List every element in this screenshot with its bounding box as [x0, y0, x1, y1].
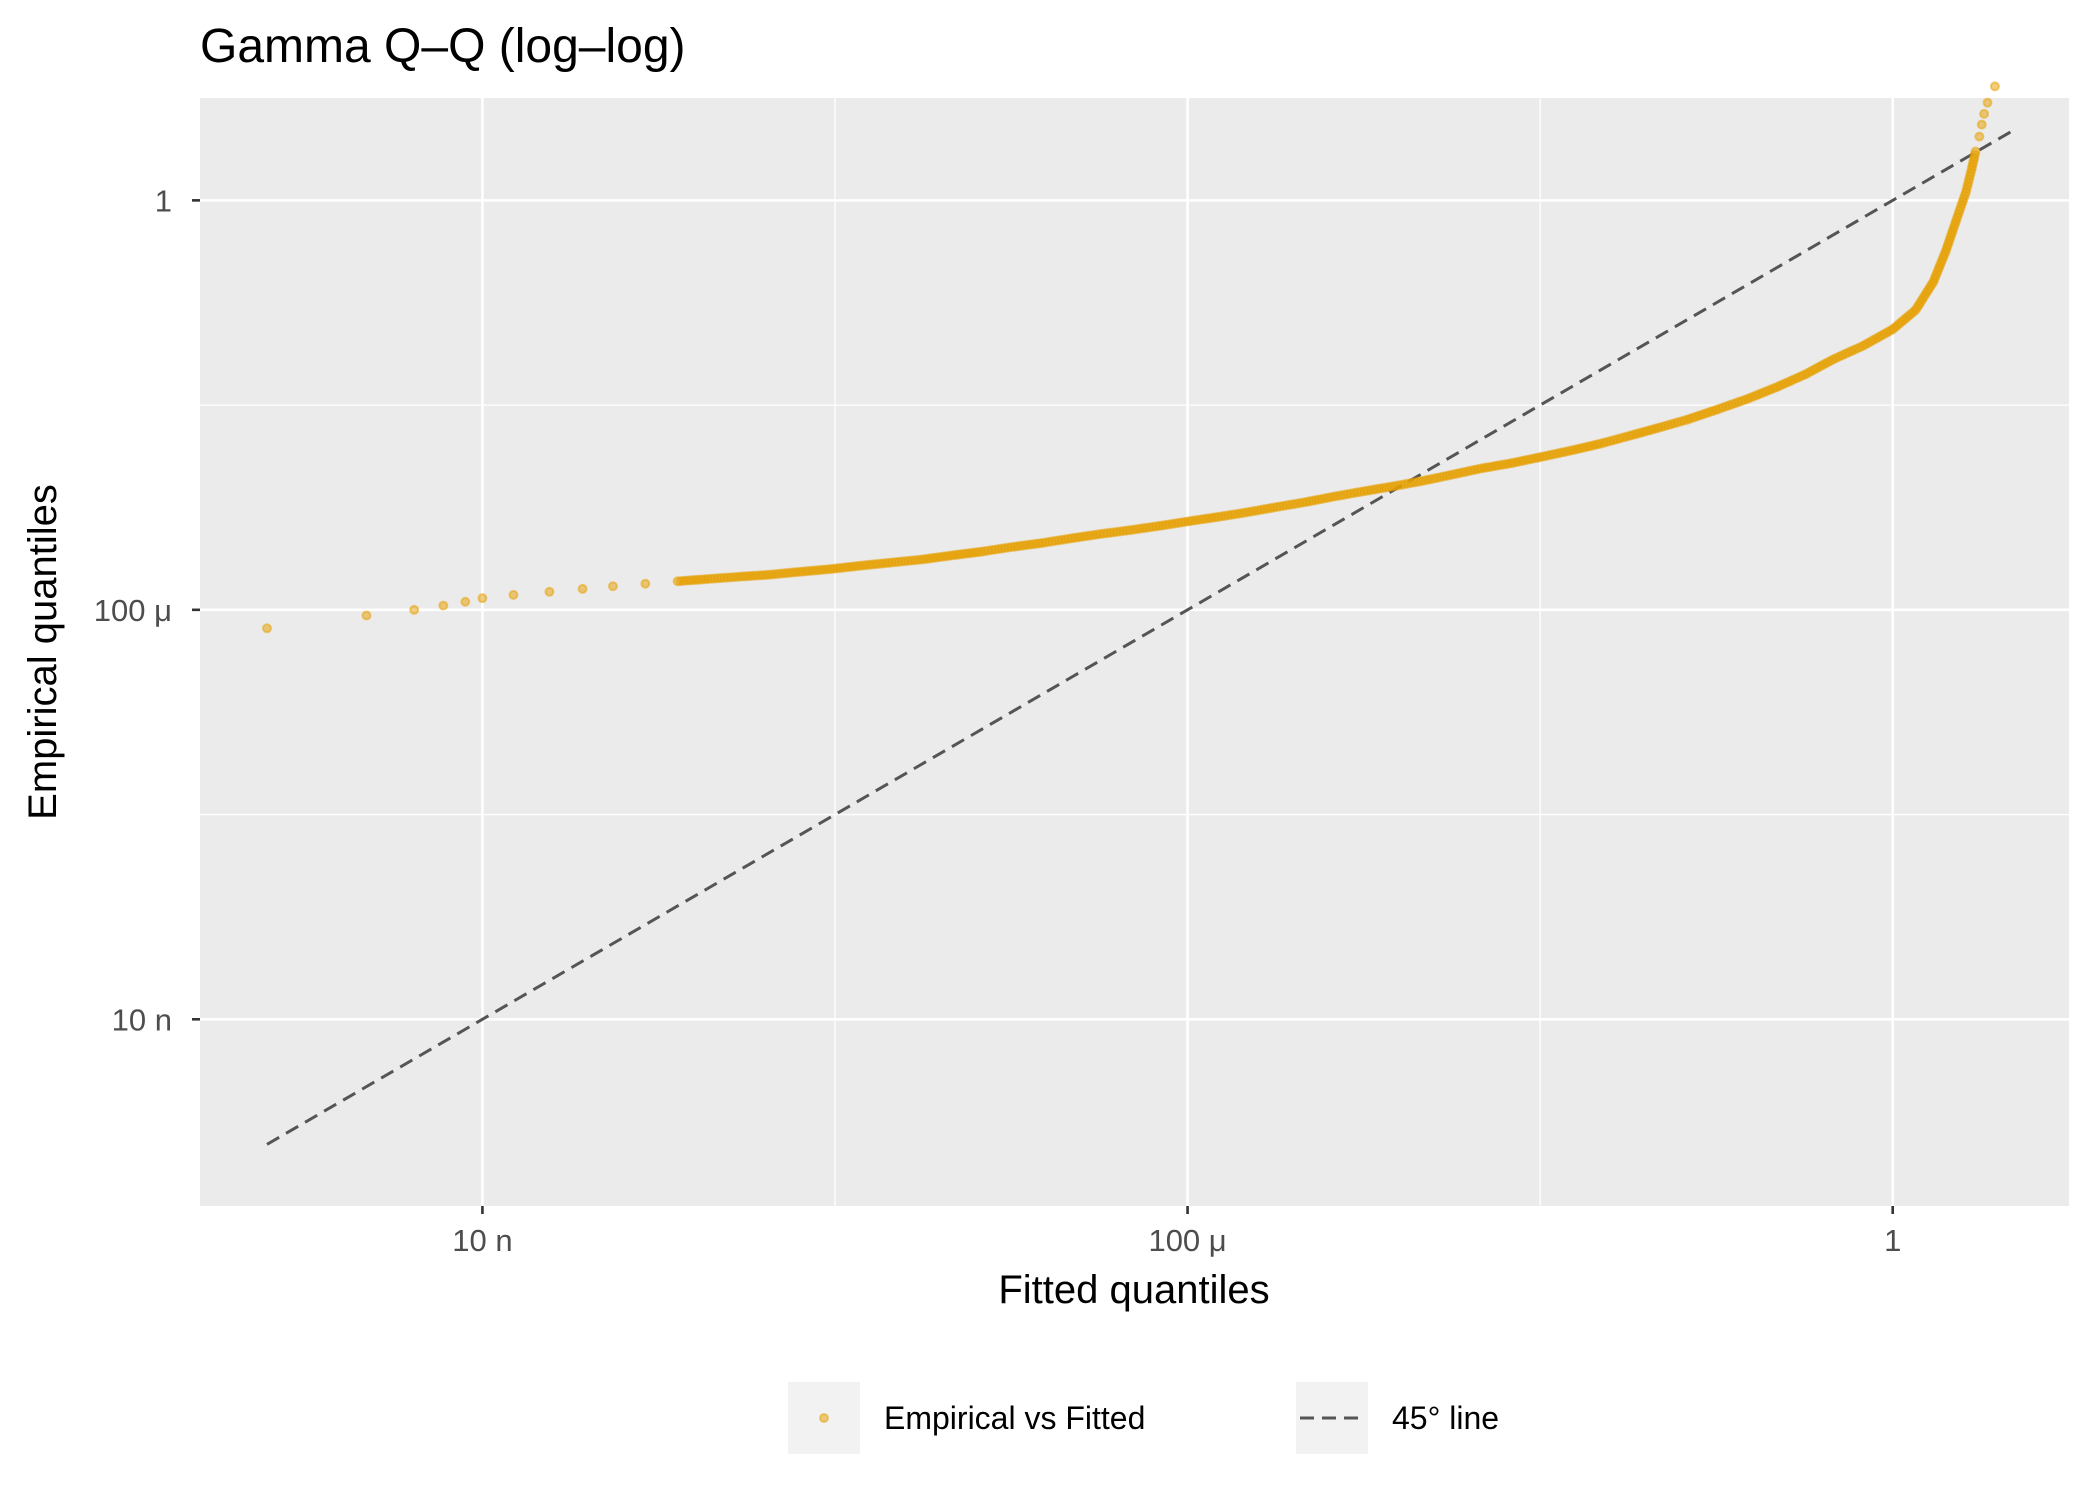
- data-point: [1974, 131, 1985, 142]
- legend: Empirical vs Fitted 45° line: [788, 1382, 1499, 1454]
- data-point: [1979, 108, 1990, 119]
- y-tick-label: 10 n: [112, 1002, 172, 1037]
- data-point: [1970, 146, 1981, 157]
- data-point: [1989, 81, 2000, 92]
- legend-label-line: 45° line: [1392, 1400, 1499, 1436]
- data-point: [409, 604, 420, 615]
- data-point: [361, 610, 372, 621]
- y-tick-label: 100 μ: [94, 593, 172, 628]
- data-point: [1982, 97, 1993, 108]
- data-point: [508, 589, 519, 600]
- data-points: [262, 81, 2000, 634]
- major-grid: [200, 98, 2069, 1206]
- legend-point-symbol: [819, 1413, 829, 1423]
- data-point: [544, 586, 555, 597]
- data-point: [577, 583, 588, 594]
- data-point: [607, 581, 618, 592]
- data-point: [1976, 119, 1987, 130]
- data-point: [460, 596, 471, 607]
- minor-grid: [200, 98, 2069, 1206]
- plot-panel: [200, 98, 2069, 1206]
- reference-line-layer: [266, 127, 2017, 1146]
- data-point: [262, 623, 273, 634]
- chart-title: Gamma Q–Q (log–log): [200, 20, 686, 73]
- data-point: [477, 593, 488, 604]
- data-point: [640, 578, 651, 589]
- x-axis-ticks: 10 n 100 μ 1: [452, 1206, 1901, 1258]
- x-tick-label: 10 n: [452, 1223, 512, 1258]
- x-tick-label: 100 μ: [1148, 1223, 1226, 1258]
- x-tick-label: 1: [1884, 1223, 1901, 1258]
- reference-45-degree-line: [266, 127, 2017, 1146]
- y-axis-ticks: 10 n 100 μ 1: [94, 183, 200, 1037]
- legend-label-points: Empirical vs Fitted: [884, 1400, 1145, 1436]
- x-axis-title: Fitted quantiles: [998, 1268, 1269, 1312]
- y-axis-title: Empirical quantiles: [21, 484, 65, 820]
- y-tick-label: 1: [155, 183, 172, 218]
- data-point: [438, 600, 449, 611]
